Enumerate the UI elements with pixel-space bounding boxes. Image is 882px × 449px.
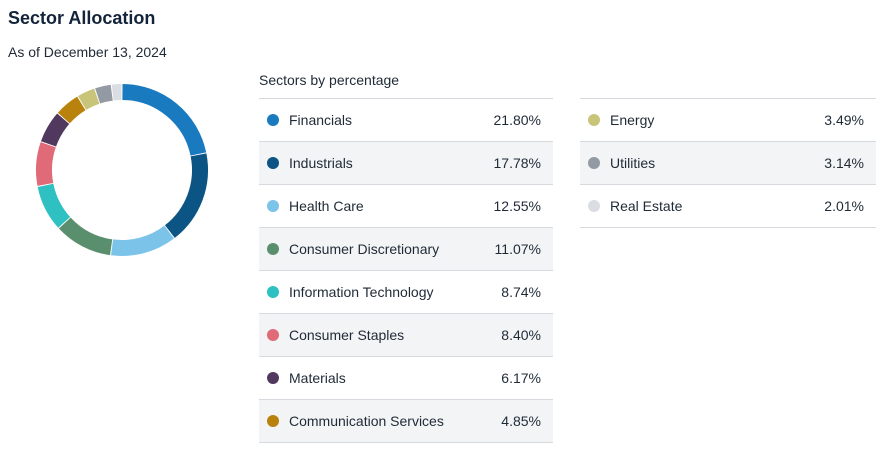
legend-dot-icon (588, 157, 600, 169)
legend-dot-icon (267, 157, 279, 169)
sector-percentage: 21.80% (493, 112, 541, 128)
sector-name: Energy (610, 112, 655, 128)
table-row: Industrials 17.78% (259, 142, 553, 185)
sector-percentage: 2.01% (824, 198, 864, 214)
legend-dot-icon (267, 329, 279, 341)
donut-slice-materials (40, 113, 70, 147)
table-row: Utilities 3.14% (580, 142, 876, 185)
table-row: Communication Services 4.85% (259, 400, 553, 443)
sector-name: Communication Services (289, 413, 444, 429)
sector-donut-chart (32, 80, 212, 260)
table-row: Real Estate 2.01% (580, 185, 876, 228)
donut-slice-financials (122, 84, 207, 156)
legend-dot-icon (267, 200, 279, 212)
donut-slice-utilities (95, 84, 113, 104)
table-row: Energy 3.49% (580, 99, 876, 142)
sector-table-left: Financials 21.80% Industrials 17.78% Health … (259, 98, 553, 443)
sector-name: Health Care (289, 198, 364, 214)
sector-percentage: 8.74% (501, 284, 541, 300)
legend-dot-icon (267, 372, 279, 384)
donut-slice-consumer-discretionary (58, 217, 113, 256)
donut-slice-health-care (111, 225, 174, 256)
sector-name: Utilities (610, 155, 656, 171)
sector-percentage: 4.85% (501, 413, 541, 429)
legend-dot-icon (588, 114, 600, 126)
donut-slice-consumer-staples (36, 142, 56, 186)
sector-percentage: 12.55% (493, 198, 541, 214)
donut-svg (36, 84, 208, 256)
sector-name: Consumer Staples (289, 327, 405, 343)
sector-name: Financials (289, 112, 353, 128)
donut-slice-information-technology (37, 183, 71, 228)
table-row: Consumer Discretionary 11.07% (259, 228, 553, 271)
page-title: Sector Allocation (8, 8, 156, 28)
sector-percentage: 11.07% (494, 241, 541, 257)
donut-slice-real-estate (111, 84, 122, 101)
sector-percentage: 3.14% (824, 155, 864, 171)
legend-dot-icon (267, 286, 279, 298)
sector-percentage: 17.78% (493, 155, 541, 171)
sector-table-right: Energy 3.49% Utilities 3.14% Real Estate 2.01… (580, 98, 876, 228)
sector-name: Industrials (289, 155, 353, 171)
table-row: Financials 21.80% (259, 99, 553, 142)
sector-percentage: 3.49% (824, 112, 864, 128)
sector-percentage: 8.40% (501, 327, 541, 343)
sector-name: Information Technology (289, 284, 434, 300)
table-row: Information Technology 8.74% (259, 271, 553, 314)
sector-percentage: 6.17% (501, 370, 541, 386)
sector-name: Consumer Discretionary (289, 241, 440, 257)
table-row: Materials 6.17% (259, 357, 553, 400)
table-row: Health Care 12.55% (259, 185, 553, 228)
donut-slice-communication-services (57, 96, 86, 124)
legend-dot-icon (267, 114, 279, 126)
as-of-date: As of December 13, 2024 (8, 44, 167, 60)
legend-dot-icon (267, 243, 279, 255)
table-row: Consumer Staples 8.40% (259, 314, 553, 357)
donut-slice-energy (78, 88, 100, 110)
sector-name: Real Estate (610, 198, 683, 214)
legend-dot-icon (267, 415, 279, 427)
sectors-table-heading: Sectors by percentage (259, 72, 400, 88)
sector-name: Materials (289, 370, 346, 386)
donut-slice-industrials (164, 153, 208, 238)
legend-dot-icon (588, 200, 600, 212)
